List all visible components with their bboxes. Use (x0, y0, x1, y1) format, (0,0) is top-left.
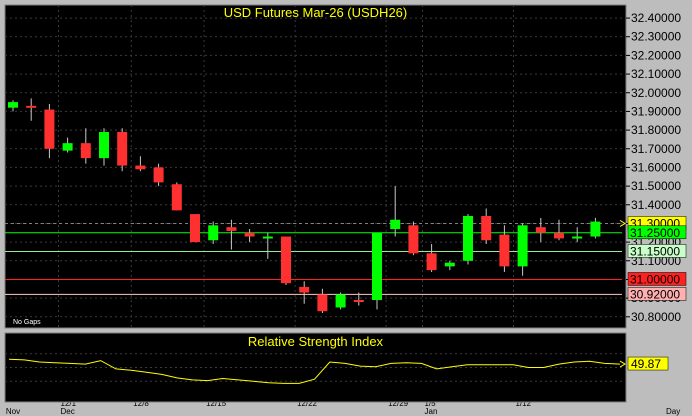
last-price-arrow-icon (619, 220, 626, 227)
candle-body (535, 227, 546, 233)
x-tick-label: 12/8 (133, 399, 149, 408)
x-tick-label: 12/15 (206, 399, 227, 408)
x-tick-label: 1/12 (516, 399, 532, 408)
level-label-bg (627, 244, 687, 258)
candle-body (499, 234, 510, 267)
candle-body (390, 219, 401, 230)
candle-body (208, 225, 219, 241)
level-label-bg (627, 225, 687, 240)
y-tick-label: 32.20000 (631, 48, 681, 62)
candle-body (135, 165, 146, 170)
y-tick-label: 31.70000 (631, 142, 681, 156)
y-tick-label: 32.00000 (631, 86, 681, 100)
no-gaps-note: No Gaps (13, 319, 41, 326)
y-tick-label: 31.40000 (631, 198, 681, 212)
x-tick-label: 1/5 (425, 399, 437, 408)
candle-body (153, 167, 164, 183)
candle-body (99, 131, 109, 159)
candle-body (8, 102, 18, 108)
level-label-bg (627, 287, 687, 301)
candle-body (281, 236, 291, 284)
x-tick-label: 12/1 (61, 399, 77, 408)
level-label: 31.25000 (630, 226, 680, 240)
candle-body (80, 143, 91, 159)
y-tick-label: 32.40000 (631, 11, 681, 25)
y-tick-label: 30.80000 (631, 310, 681, 324)
y-tick-label: 31.60000 (631, 160, 681, 174)
candle-body (44, 109, 55, 149)
candle-body (444, 262, 455, 267)
candle-body (317, 294, 328, 312)
candle-body (426, 253, 437, 271)
candle-body (408, 225, 419, 254)
x-tick-label: 12/22 (297, 399, 318, 408)
rsi-value-label-bg (627, 356, 669, 371)
y-tick-label: 32.10000 (631, 67, 681, 81)
x-month-label: Dec (61, 407, 75, 416)
candle-body (117, 131, 128, 166)
candle-body (572, 236, 583, 239)
rsi-title: Relative Strength Index (248, 334, 384, 349)
candle-body (481, 215, 492, 241)
y-tick-label: 31.50000 (631, 179, 681, 193)
level-label-bg (627, 272, 687, 286)
candle-body (372, 232, 382, 300)
rsi-value-label: 49.87 (631, 357, 661, 371)
candle-body (463, 215, 473, 261)
rsi-arrow-icon (619, 360, 626, 368)
level-label: 31.15000 (630, 244, 680, 258)
candle-body (262, 236, 273, 239)
y-tick-label: 31.90000 (631, 104, 681, 118)
candle-body (226, 227, 237, 231)
chart-title: USD Futures Mar-26 (USDH26) (224, 5, 408, 20)
y-tick-label: 32.30000 (631, 30, 681, 44)
x-month-label: Jan (425, 407, 438, 416)
y-tick-label: 31.80000 (631, 123, 681, 137)
candle-body (353, 299, 364, 302)
level-label: 31.00000 (630, 272, 680, 286)
candle-body (554, 232, 564, 239)
period-label: Day (666, 407, 680, 416)
candle-body (299, 286, 310, 293)
candle-body (335, 294, 346, 308)
candle-body (517, 225, 528, 267)
candle-body (244, 232, 255, 237)
candle-body (26, 105, 37, 108)
rsi-line (8, 358, 621, 384)
x-tick-label: 12/29 (388, 399, 409, 408)
candle-body (190, 214, 200, 243)
candle-body (62, 143, 73, 151)
x-month-label: Nov (6, 407, 20, 416)
candle-body (590, 221, 601, 237)
level-label: 30.92000 (630, 287, 680, 301)
candle-body (171, 184, 182, 211)
